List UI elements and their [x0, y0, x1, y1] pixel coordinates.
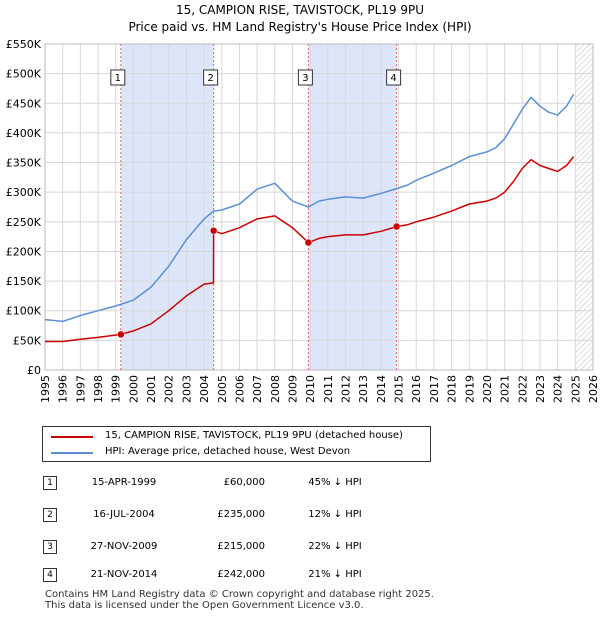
y-tick-label: £100K — [6, 305, 42, 318]
x-tick-label: 1999 — [110, 375, 123, 403]
transaction-number: 1 — [43, 476, 57, 490]
sale-point — [117, 330, 125, 339]
plot-frame — [44, 43, 594, 371]
transaction-price: £215,000 — [217, 541, 265, 552]
x-tick-label: 2017 — [428, 375, 441, 403]
transaction-hpi-diff: 22% ↓ HPI — [308, 541, 362, 552]
sale-point — [392, 222, 401, 231]
legend-swatch-property — [51, 436, 93, 438]
transaction-date: 21-NOV-2014 — [90, 569, 158, 580]
sale-point — [304, 238, 313, 247]
legend-label-hpi: HPI: Average price, detached house, West… — [105, 446, 351, 457]
transaction-date: 15-APR-1999 — [91, 477, 157, 488]
y-tick-label: £50K — [13, 334, 42, 347]
transaction-date: 16-JUL-2004 — [93, 509, 155, 520]
y-tick-label: £550K — [6, 38, 42, 51]
footer-licence: This data is licensed under the Open Gov… — [45, 600, 364, 611]
x-tick-label: 2014 — [375, 375, 388, 403]
shaded-period — [308, 44, 397, 370]
sale-number-box — [110, 69, 126, 86]
x-tick-label: 2021 — [499, 375, 512, 403]
sale-number-box — [386, 69, 402, 86]
transaction-row: 1 15-APR-1999 £60,000 45% ↓ HPI — [0, 474, 600, 494]
y-tick-label: £300K — [6, 186, 42, 199]
forecast-hatch — [575, 44, 593, 370]
property-line — [45, 156, 575, 343]
x-tick-label: 2016 — [410, 375, 423, 403]
transaction-number: 4 — [43, 568, 57, 582]
sale-number-label: 3 — [302, 73, 308, 84]
transaction-row: 2 16-JUL-2004 £235,000 12% ↓ HPI — [0, 506, 600, 526]
legend-label-property: 15, CAMPION RISE, TAVISTOCK, PL19 9PU (d… — [105, 430, 403, 441]
x-tick-label: 2005 — [216, 375, 229, 403]
x-tick-label: 2001 — [145, 375, 158, 403]
sale-point — [209, 226, 218, 235]
transaction-date: 27-NOV-2009 — [90, 541, 158, 552]
sale-number-label: 2 — [207, 73, 213, 84]
x-tick-label: 2019 — [463, 375, 476, 403]
x-tick-label: 2009 — [286, 375, 299, 403]
sale-number-label: 4 — [390, 73, 396, 84]
sale-number-box — [203, 69, 219, 86]
chart-subtitle: Price paid vs. HM Land Registry's House … — [128, 20, 472, 34]
y-tick-label: £0 — [27, 364, 41, 377]
legend-swatch-hpi — [51, 452, 93, 454]
y-tick-label: £200K — [6, 245, 42, 258]
x-tick-label: 2006 — [233, 375, 246, 403]
x-tick-label: 2026 — [587, 375, 600, 403]
x-tick-label: 2003 — [180, 375, 193, 403]
transaction-hpi-diff: 12% ↓ HPI — [308, 509, 362, 520]
price-chart: £0 £50K £100K £150K £200K £250K £300K £350K £400… — [6, 38, 600, 403]
transaction-row: 3 27-NOV-2009 £215,000 22% ↓ HPI — [0, 538, 600, 558]
x-tick-label: 1995 — [39, 375, 52, 403]
x-tick-label: 2011 — [322, 375, 335, 403]
sale-number-box — [297, 69, 313, 86]
transaction-hpi-diff: 21% ↓ HPI — [308, 569, 362, 580]
x-tick-label: 2018 — [446, 375, 459, 403]
y-tick-label: £350K — [6, 157, 42, 170]
transaction-price: £242,000 — [217, 569, 265, 580]
x-tick-label: 2020 — [481, 375, 494, 403]
x-tick-label: 2025 — [569, 375, 582, 403]
x-tick-label: 1996 — [57, 375, 70, 403]
x-tick-label: 2000 — [127, 375, 140, 403]
legend: 15, CAMPION RISE, TAVISTOCK, PL19 9PU (d… — [42, 426, 431, 462]
y-tick-label: £500K — [6, 68, 42, 81]
sale-number-label: 1 — [115, 73, 121, 84]
transaction-price: £60,000 — [223, 477, 265, 488]
x-tick-label: 2008 — [269, 375, 282, 403]
x-tick-label: 2007 — [251, 375, 264, 403]
transaction-row: 4 21-NOV-2014 £242,000 21% ↓ HPI — [0, 566, 600, 586]
transaction-hpi-diff: 45% ↓ HPI — [308, 477, 362, 488]
y-tick-label: £400K — [6, 127, 42, 140]
x-tick-label: 2024 — [552, 375, 565, 403]
x-tick-label: 2010 — [304, 375, 317, 403]
x-tick-label: 2013 — [357, 375, 370, 403]
x-tick-label: 1998 — [92, 375, 105, 403]
y-tick-label: £250K — [6, 216, 42, 229]
x-tick-label: 2012 — [340, 375, 353, 403]
transaction-price: £235,000 — [217, 509, 265, 520]
x-tick-label: 2002 — [163, 375, 176, 403]
x-tick-label: 2004 — [198, 375, 211, 403]
footer-copyright: Contains HM Land Registry data © Crown c… — [45, 589, 434, 600]
chart-title: 15, CAMPION RISE, TAVISTOCK, PL19 9PU — [175, 3, 425, 17]
x-tick-label: 1997 — [74, 375, 87, 403]
shaded-period — [120, 44, 214, 370]
hpi-line — [44, 94, 575, 323]
x-tick-label: 2015 — [393, 375, 406, 403]
y-tick-label: £450K — [6, 97, 42, 110]
y-tick-label: £150K — [6, 275, 42, 288]
x-tick-label: 2023 — [534, 375, 547, 403]
transaction-number: 3 — [43, 540, 57, 554]
transaction-number: 2 — [43, 508, 57, 522]
x-tick-label: 2022 — [516, 375, 529, 403]
